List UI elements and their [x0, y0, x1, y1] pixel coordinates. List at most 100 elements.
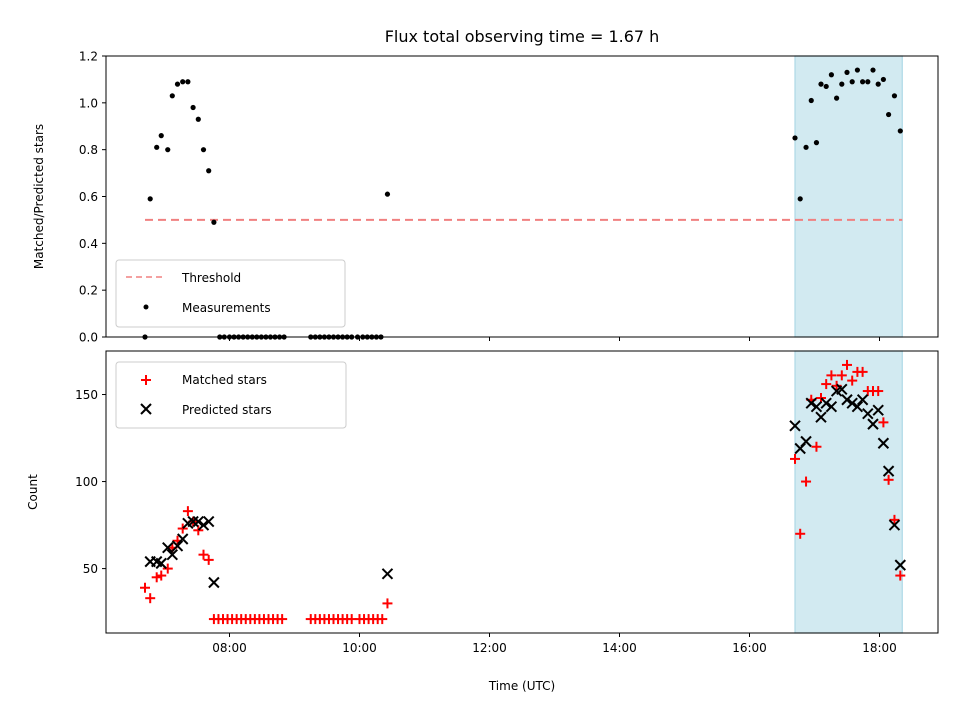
- legend-measurements-swatch: [143, 304, 149, 310]
- predicted-star-point: [166, 548, 179, 561]
- legend-predicted-label: Predicted stars: [182, 403, 272, 417]
- matched-star-point: [895, 570, 906, 581]
- matched-star-point: [193, 525, 204, 536]
- measurement-point: [206, 168, 212, 174]
- measurement-point: [886, 111, 892, 118]
- predicted-star-point: [888, 519, 901, 531]
- measurement-point: [154, 144, 160, 150]
- predicted-star-point: [192, 515, 205, 528]
- predicted-star-point: [862, 407, 874, 420]
- matched-star-point: [842, 359, 852, 370]
- bottom-y-ticks: 50 100 150: [75, 388, 106, 576]
- matched-star-point: [156, 570, 167, 581]
- top-x-ticks: [229, 337, 880, 341]
- bottom-legend: Matched stars Predicted stars: [115, 361, 347, 429]
- bottom-plot-frame: [105, 350, 939, 634]
- predicted-star-point: [208, 576, 220, 589]
- measurement-point: [891, 93, 898, 99]
- x-tick-label: 08:00: [212, 641, 247, 655]
- top-legend: Threshold Measurements: [115, 259, 346, 328]
- x-tick-label: 14:00: [602, 641, 637, 655]
- predicted-star-point: [825, 400, 838, 413]
- measurement-point: [158, 133, 164, 139]
- chart-title: Flux total observing time = 1.67 h: [385, 27, 660, 46]
- y-tick-label: 0.4: [79, 237, 98, 251]
- y-tick-label: 1.2: [79, 50, 98, 64]
- measurement-point: [195, 116, 201, 122]
- predicted-star-point: [894, 559, 907, 571]
- legend-plus-marker: [141, 375, 151, 385]
- predicted-star-point: [815, 411, 827, 423]
- measurement-point: [147, 196, 153, 202]
- highlight-span: [794, 350, 903, 634]
- predicted-star-point: [789, 420, 801, 432]
- y-tick-label: 50: [83, 562, 98, 576]
- top-points-layer: [142, 67, 903, 340]
- x-tick-label: 16:00: [732, 641, 767, 655]
- measurement-point: [828, 72, 835, 78]
- measurement-point: [165, 147, 171, 153]
- measurement-point: [797, 196, 803, 202]
- predicted-star-point: [381, 568, 394, 580]
- matched-star-point: [795, 528, 806, 539]
- measurement-point: [384, 191, 391, 197]
- matched-star-point: [873, 386, 884, 397]
- matched-star-point: [878, 417, 889, 428]
- legend-x-marker: [140, 403, 152, 415]
- bottom-x-ticks: 08:00 10:00 12:00 14:00 16:00 18:00: [212, 633, 897, 655]
- measurement-point: [792, 135, 798, 141]
- measurement-point: [897, 128, 903, 134]
- matched-star-point: [145, 593, 156, 604]
- predicted-star-point: [155, 557, 167, 570]
- predicted-star-point: [841, 394, 853, 406]
- predicted-star-point: [162, 541, 174, 554]
- predicted-star-point: [877, 437, 890, 449]
- matched-star-point: [790, 453, 800, 464]
- x-axis-label: Time (UTC): [488, 679, 555, 693]
- predicted-star-point: [187, 515, 199, 528]
- predicted-star-point: [805, 397, 817, 409]
- y-tick-label: 100: [75, 475, 98, 489]
- matched-star-point: [889, 514, 900, 525]
- top-y-axis-label: Matched/Predicted stars: [32, 124, 46, 269]
- bottom-points-layer: [140, 359, 907, 625]
- measurement-point: [813, 140, 820, 146]
- legend-matched-label: Matched stars: [182, 373, 267, 387]
- matched-star-point: [377, 614, 388, 625]
- top-highlight-layer: [794, 55, 903, 338]
- matched-star-point: [162, 563, 173, 574]
- predicted-star-point: [820, 397, 832, 409]
- matched-star-point: [801, 476, 812, 487]
- legend-matched-swatch: [141, 375, 151, 385]
- predicted-star-point: [836, 383, 848, 396]
- predicted-star-point: [197, 519, 210, 531]
- matched-star-point: [198, 549, 209, 560]
- top-y-ticks: 0.0 0.2 0.4 0.6 0.8 1.0 1.2: [79, 50, 106, 345]
- matched-star-point: [847, 375, 858, 386]
- measurement-point: [200, 147, 207, 153]
- matched-star-point: [203, 554, 214, 565]
- highlight-span: [794, 55, 903, 338]
- measurement-point: [844, 69, 850, 75]
- measurement-point: [875, 81, 881, 87]
- measurement-point: [839, 81, 845, 87]
- measurement-point: [180, 79, 186, 85]
- measurement-point: [211, 219, 217, 225]
- y-tick-label: 0.8: [79, 143, 98, 157]
- predicted-star-point: [882, 465, 895, 477]
- predicted-star-point: [171, 540, 184, 552]
- matched-star-point: [821, 379, 832, 390]
- y-tick-label: 0.0: [79, 331, 98, 345]
- measurement-point: [854, 67, 861, 73]
- predicted-star-point: [176, 533, 189, 545]
- matched-star-point: [140, 582, 150, 593]
- matched-star-point: [857, 366, 868, 377]
- matched-star-point: [182, 506, 193, 517]
- bottom-y-axis-label: Count: [26, 474, 40, 510]
- top-panel: 0.0 0.2 0.4 0.6 0.8 1.0 1.2 Flux total observi…: [32, 27, 939, 345]
- measurement-point: [880, 76, 887, 83]
- measurement-point: [169, 93, 175, 99]
- measurement-point: [818, 81, 824, 87]
